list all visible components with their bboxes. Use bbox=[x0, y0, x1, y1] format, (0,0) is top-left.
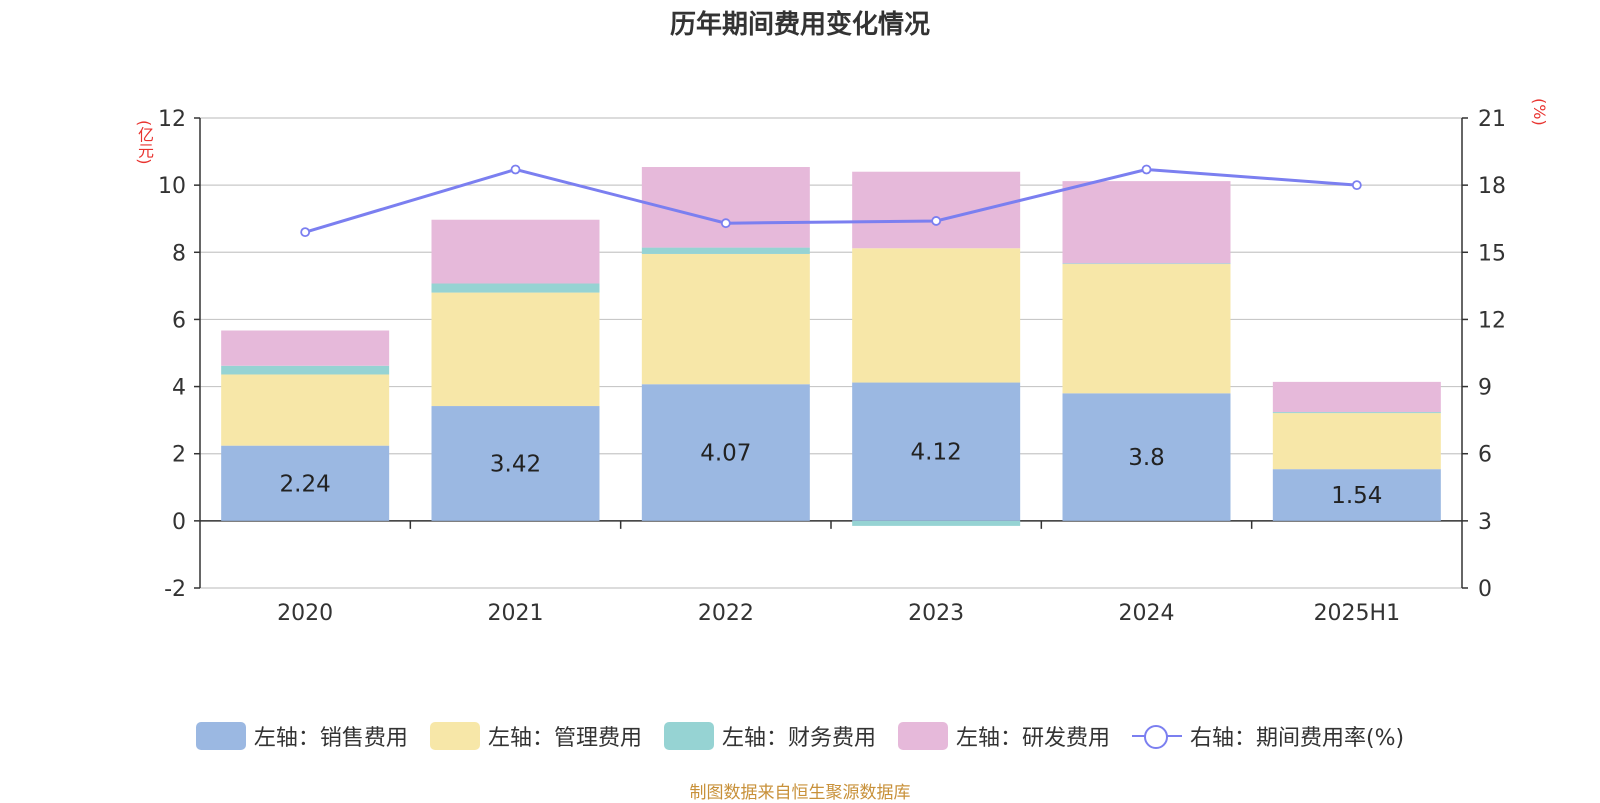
y-right-tick-label: 15 bbox=[1478, 241, 1506, 266]
x-tick-label: 2020 bbox=[277, 601, 333, 626]
x-tick-label: 2024 bbox=[1119, 601, 1175, 626]
x-tick-label: 2022 bbox=[698, 601, 754, 626]
legend-item[interactable]: 右轴：期间费用率(%) bbox=[1131, 720, 1405, 752]
bar-segment bbox=[221, 445, 390, 521]
bar-segment bbox=[1062, 393, 1231, 521]
bar-segment bbox=[1272, 381, 1441, 413]
bar-segment bbox=[1272, 469, 1441, 521]
bar-segment bbox=[641, 167, 810, 248]
bar-segment bbox=[852, 248, 1021, 383]
legend-label: 左轴：财务费用 bbox=[721, 726, 876, 751]
data-label: 3.8 bbox=[1128, 445, 1165, 471]
bar-segment bbox=[1062, 263, 1231, 265]
rate-point bbox=[1141, 164, 1152, 175]
y-left-tick-label: 2 bbox=[172, 443, 186, 468]
y-left-tick-label: 0 bbox=[172, 510, 186, 535]
bar-segment bbox=[1272, 412, 1441, 414]
legend-item[interactable]: 左轴：财务费用 bbox=[663, 720, 876, 752]
y-right-tick-label: 18 bbox=[1478, 174, 1506, 199]
bar-segment bbox=[641, 247, 810, 254]
legend-swatch-icon bbox=[897, 722, 948, 750]
rate-line-path bbox=[304, 167, 1357, 234]
y-right-tick-label: 0 bbox=[1478, 577, 1492, 602]
bar-segment bbox=[1272, 413, 1441, 470]
bar-segment bbox=[852, 520, 1021, 526]
bar-segment bbox=[431, 219, 600, 284]
y-right-tick-label: 3 bbox=[1478, 510, 1492, 535]
rate-point bbox=[931, 216, 942, 226]
y-left-tick-label: 6 bbox=[172, 308, 186, 333]
data-label: 1.54 bbox=[1331, 483, 1382, 509]
bar-segment bbox=[1062, 264, 1231, 394]
rate-point bbox=[720, 218, 731, 229]
x-tick-label: 2025H1 bbox=[1314, 601, 1401, 626]
y-right-tick-label: 6 bbox=[1478, 443, 1492, 468]
legend-label: 左轴：管理费用 bbox=[487, 726, 642, 751]
axes: -2 0 2 4 6 8 10 12 0 3 6 9 12 15 18 21 2020 2021 2022 2023 2… bbox=[158, 107, 1506, 626]
bars bbox=[221, 167, 1441, 526]
rate-line bbox=[300, 164, 1362, 238]
legend-label: 左轴：研发费用 bbox=[955, 726, 1110, 751]
y-left-tick-label: 12 bbox=[158, 107, 186, 132]
y-left-tick-label: 10 bbox=[158, 174, 186, 199]
y-axis-left-title: (亿元) bbox=[135, 120, 154, 165]
bar-segment bbox=[641, 384, 810, 521]
source-note: 制图数据来自恒生聚源数据库 bbox=[689, 783, 911, 803]
y-left-tick-label: 4 bbox=[172, 376, 186, 401]
y-left-tick-label: 8 bbox=[172, 241, 186, 266]
bar-segment bbox=[221, 365, 390, 375]
data-label: 3.42 bbox=[490, 451, 541, 477]
bar-segment bbox=[221, 330, 390, 366]
legend: 左轴：销售费用 左轴：管理费用 左轴：财务费用 左轴：研发费用 右轴：期间费用率(%) bbox=[0, 720, 1600, 752]
data-labels: 2.24 3.42 4.07 4.12 3.8 1.54 bbox=[280, 440, 1383, 509]
bar-segment bbox=[431, 406, 600, 521]
chart-title: 历年期间费用变化情况 bbox=[669, 10, 930, 40]
legend-swatch-icon bbox=[195, 722, 246, 750]
bar-segment bbox=[431, 292, 600, 407]
rate-point bbox=[1351, 180, 1362, 191]
rate-point bbox=[300, 227, 311, 238]
bar-segment bbox=[852, 171, 1021, 249]
rate-point bbox=[510, 164, 521, 175]
y-right-tick-label: 12 bbox=[1478, 308, 1506, 333]
legend-item[interactable]: 左轴：研发费用 bbox=[897, 720, 1110, 752]
bar-segment bbox=[431, 283, 600, 293]
y-right-tick-label: 9 bbox=[1478, 376, 1492, 401]
gridlines bbox=[200, 117, 1462, 589]
data-label: 4.12 bbox=[911, 440, 962, 466]
bar-segment bbox=[1062, 181, 1231, 264]
legend-swatch-icon bbox=[429, 722, 480, 750]
bar-segment bbox=[221, 374, 390, 446]
legend-item[interactable]: 左轴：管理费用 bbox=[429, 720, 642, 752]
y-left-tick-label: -2 bbox=[164, 577, 186, 602]
x-tick-label: 2023 bbox=[908, 601, 964, 626]
data-label: 2.24 bbox=[280, 471, 331, 497]
legend-label: 左轴：销售费用 bbox=[253, 726, 408, 751]
data-label: 4.07 bbox=[700, 441, 751, 467]
legend-swatch-icon bbox=[663, 722, 714, 750]
y-axis-right-title: (%) bbox=[1530, 98, 1549, 126]
legend-label: 右轴：期间费用率(%) bbox=[1189, 726, 1405, 751]
bar-segment bbox=[852, 382, 1021, 521]
legend-item[interactable]: 左轴：销售费用 bbox=[195, 720, 408, 752]
legend-line-circle-icon bbox=[1131, 722, 1182, 750]
y-right-tick-label: 21 bbox=[1478, 107, 1506, 132]
bar-segment bbox=[641, 253, 810, 385]
x-tick-label: 2021 bbox=[488, 601, 544, 626]
